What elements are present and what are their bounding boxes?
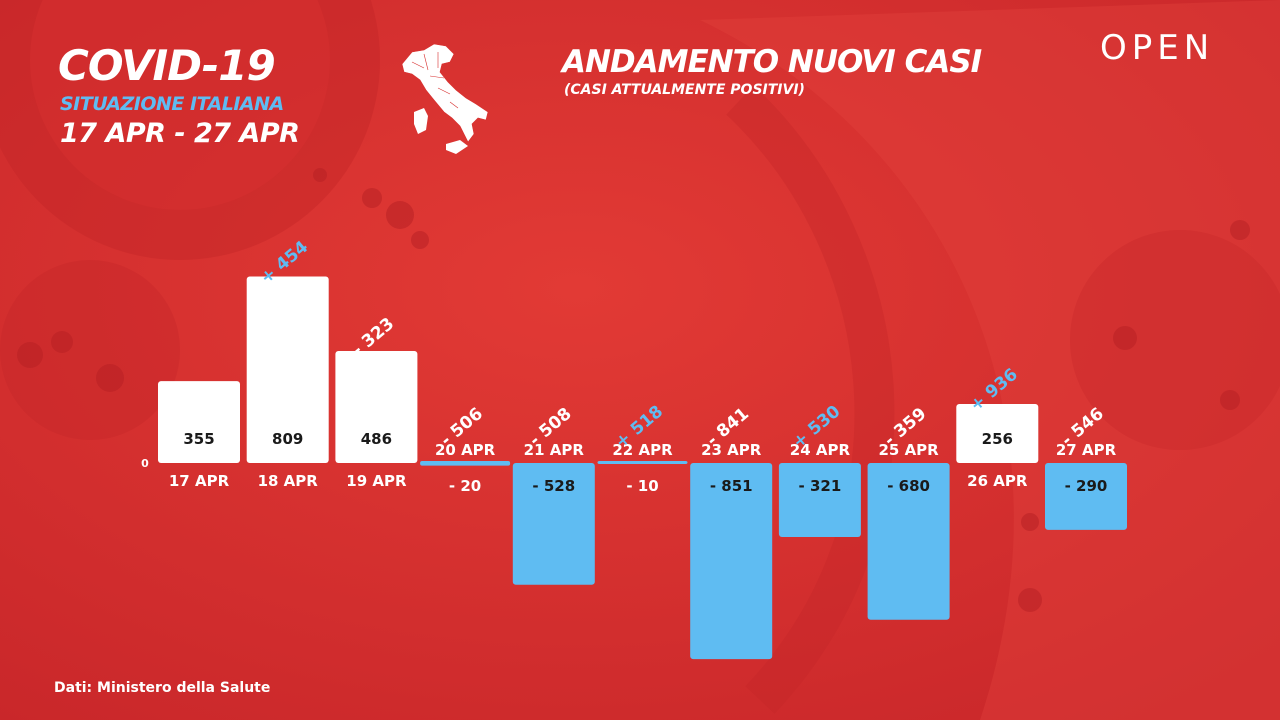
page-subtitle: SITUAZIONE ITALIANA bbox=[60, 93, 284, 115]
bar-0 bbox=[158, 381, 240, 463]
zero-tick-label: 0 bbox=[141, 457, 149, 470]
value-label-3: - 20 bbox=[449, 477, 481, 495]
page-title: COVID-19 bbox=[58, 41, 276, 90]
category-label-9: 26 APR bbox=[967, 472, 1028, 490]
bar-9 bbox=[956, 403, 1039, 463]
value-label-6: - 851 bbox=[710, 477, 753, 495]
value-label-2: 486 bbox=[361, 430, 392, 448]
category-label-5: 22 APR bbox=[612, 441, 673, 459]
italy-map-icon bbox=[401, 43, 489, 154]
value-label-8: - 680 bbox=[887, 477, 930, 495]
category-label-2: 19 APR bbox=[346, 472, 407, 490]
data-source: Dati: Ministero della Salute bbox=[54, 680, 271, 696]
category-label-4: 21 APR bbox=[524, 441, 585, 459]
bar-3 bbox=[420, 461, 511, 466]
category-label-10: 27 APR bbox=[1056, 441, 1117, 459]
value-label-10: - 290 bbox=[1065, 477, 1108, 495]
bar-4 bbox=[512, 463, 595, 585]
bar-6 bbox=[690, 463, 773, 660]
value-label-9: 256 bbox=[982, 430, 1013, 448]
category-label-6: 23 APR bbox=[701, 441, 762, 459]
value-label-7: - 321 bbox=[799, 477, 842, 495]
bar-8 bbox=[867, 463, 950, 620]
category-label-8: 25 APR bbox=[878, 441, 939, 459]
category-label-3: 20 APR bbox=[435, 441, 496, 459]
bar-5 bbox=[597, 461, 688, 464]
category-label-0: 17 APR bbox=[169, 472, 230, 490]
bar-2 bbox=[335, 350, 418, 463]
header-block: COVID-19 SITUAZIONE ITALIANA 17 APR - 27… bbox=[58, 42, 328, 150]
category-label-1: 18 APR bbox=[258, 472, 319, 490]
open-logo: OPEN bbox=[1100, 28, 1215, 68]
chart-title: ANDAMENTO NUOVI CASI bbox=[562, 44, 982, 80]
bar-7 bbox=[778, 463, 861, 537]
value-label-5: - 10 bbox=[626, 477, 658, 495]
value-label-4: - 528 bbox=[532, 477, 575, 495]
bar-10 bbox=[1045, 463, 1127, 530]
bar-1 bbox=[246, 276, 329, 463]
category-label-7: 24 APR bbox=[790, 441, 851, 459]
date-range: 17 APR - 27 APR bbox=[60, 118, 300, 149]
chart-subtitle: (CASI ATTUALMENTE POSITIVI) bbox=[564, 82, 805, 98]
value-label-1: 809 bbox=[272, 430, 303, 448]
value-label-0: 355 bbox=[183, 430, 214, 448]
